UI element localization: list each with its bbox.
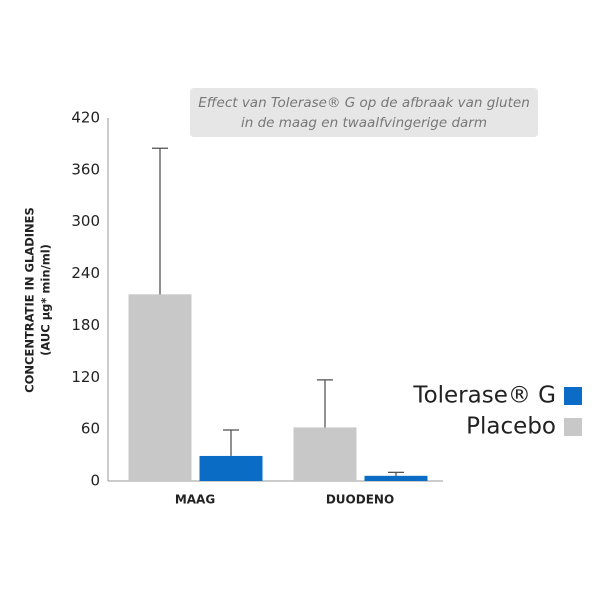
y-tick-label: 420 [71, 109, 100, 127]
legend-swatch [564, 387, 582, 405]
bar [364, 475, 428, 481]
legend-swatch [564, 418, 582, 436]
bar [128, 294, 192, 481]
y-tick-label: 360 [71, 160, 100, 178]
y-tick-label: 0 [90, 472, 100, 490]
chart-title: Effect van Tolerase® G op de afbraak van… [190, 88, 538, 137]
bar [293, 427, 357, 481]
y-tick-label: 300 [71, 212, 100, 230]
y-tick-label: 60 [81, 420, 100, 438]
x-tick-label: DUODENO [326, 493, 394, 507]
y-axis-label: (AUC µg* min/ml) [39, 244, 53, 356]
bar [199, 455, 263, 481]
y-tick-label: 240 [71, 264, 100, 282]
legend-label: Tolerase® G [412, 383, 556, 409]
y-tick-label: 120 [71, 368, 100, 386]
y-axis-label: CONCENTRATIE IN GLADINES [23, 207, 37, 393]
legend-label: Placebo [466, 414, 556, 440]
x-tick-label: MAAG [175, 493, 215, 507]
y-tick-label: 180 [71, 316, 100, 334]
